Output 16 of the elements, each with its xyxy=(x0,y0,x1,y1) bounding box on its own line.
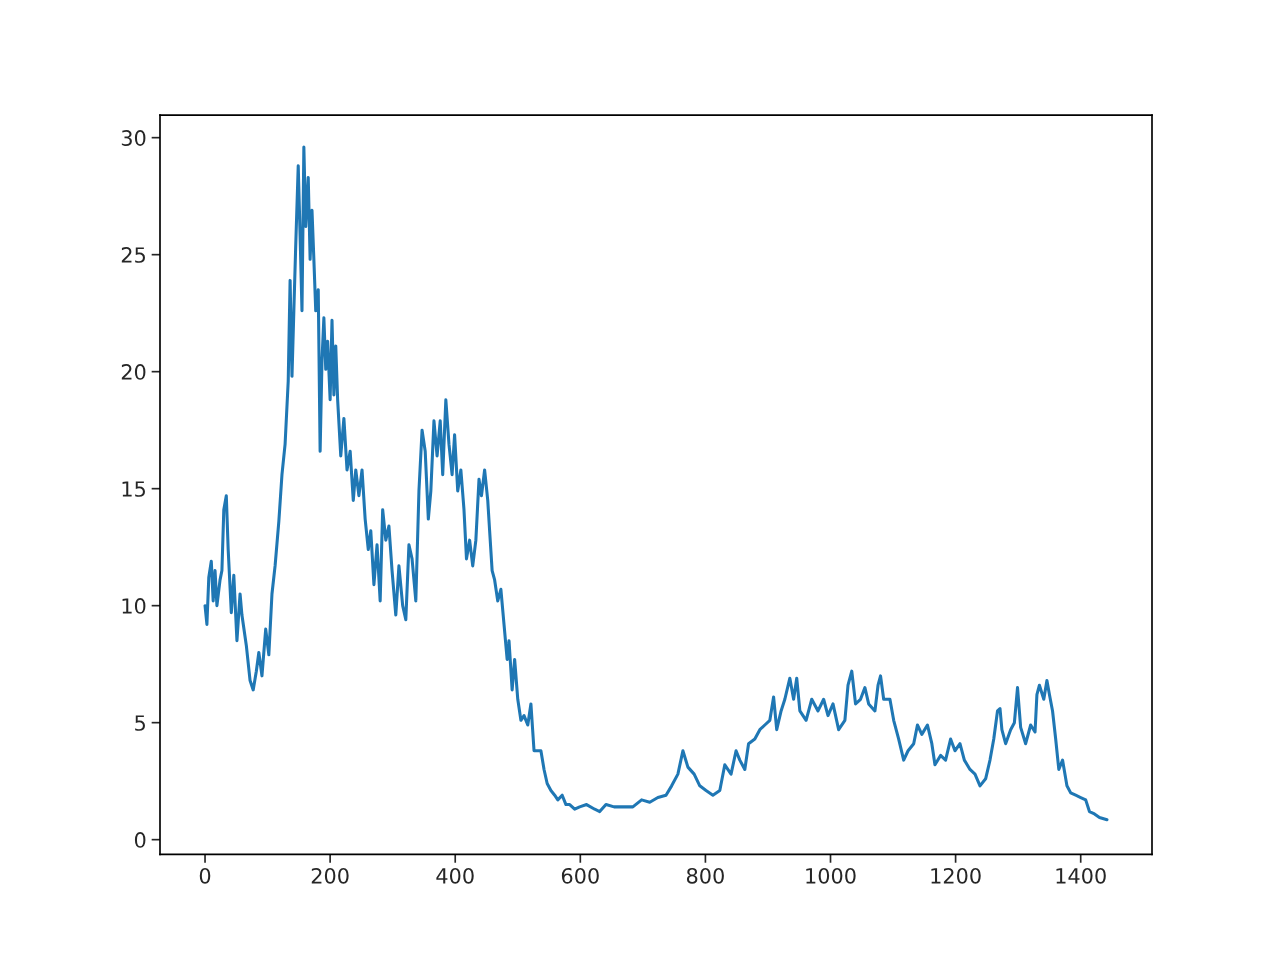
x-tick-label: 1000 xyxy=(806,867,856,884)
y-tick-label: 25 xyxy=(121,247,145,263)
line-series xyxy=(203,145,1109,822)
y-tick-label: 5 xyxy=(135,715,145,731)
y-tick-label: 0 xyxy=(134,832,146,848)
x-tick-label: 800 xyxy=(686,867,724,884)
x-tick-label: 0 xyxy=(199,867,211,884)
y-tick-label: 15 xyxy=(122,481,145,497)
x-tick-label: 400 xyxy=(436,867,474,884)
x-tick-label: 1200 xyxy=(931,867,981,884)
x-tick-label: 200 xyxy=(311,867,349,884)
x-tick-label: 600 xyxy=(561,867,599,884)
y-tick-label: 20 xyxy=(121,364,146,380)
y-tick-label: 10 xyxy=(122,598,146,614)
y-tick-label: 30 xyxy=(121,130,146,146)
x-tick-label: 1400 xyxy=(1056,867,1106,884)
